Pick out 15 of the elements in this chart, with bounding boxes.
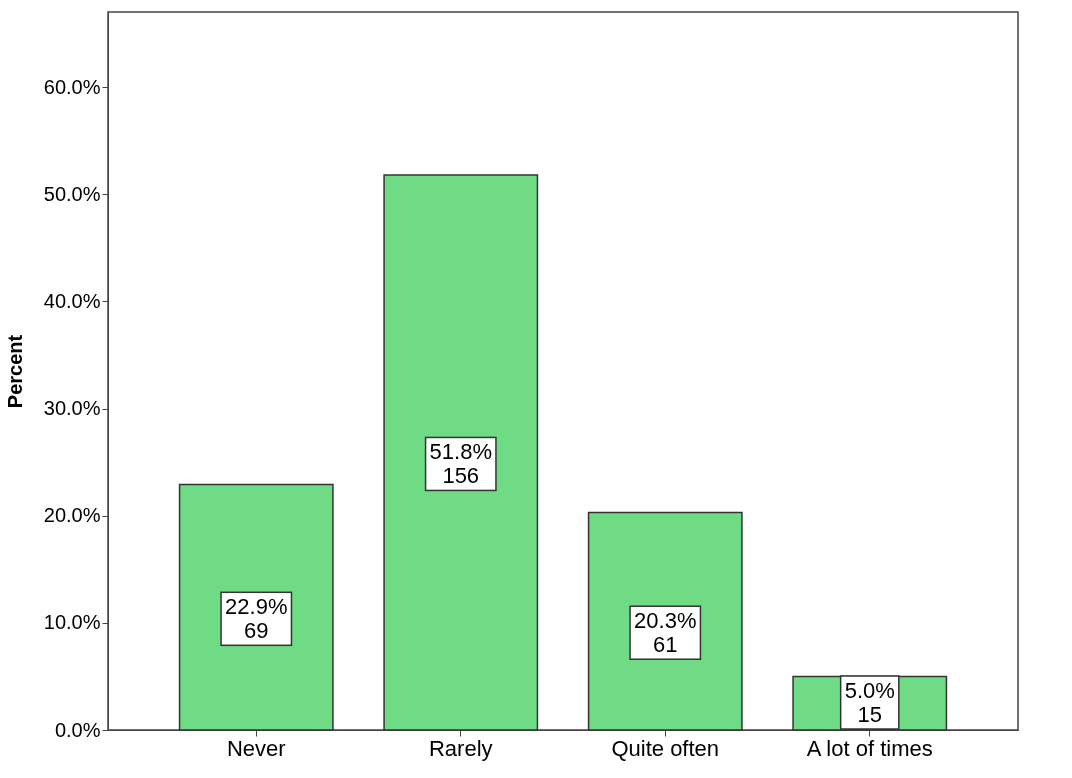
y-tick-label: 20.0% (43, 504, 101, 527)
y-tick-label: 60.0% (43, 75, 101, 98)
y-axis-title: Percent (3, 334, 26, 409)
bar (587, 511, 743, 731)
bar (383, 174, 539, 731)
bar (178, 483, 334, 731)
x-tick-label: A lot of times (806, 735, 933, 761)
x-tick-label: Rarely (428, 735, 493, 761)
y-tick-label: 40.0% (43, 289, 101, 312)
y-tick-label: 50.0% (43, 182, 101, 205)
x-tick-label: Quite often (611, 735, 720, 761)
y-tick-label: 10.0% (43, 611, 101, 634)
y-tick-label: 30.0% (43, 397, 101, 420)
x-tick-label: Never (226, 735, 286, 761)
y-tick-label: 0.0% (54, 718, 101, 741)
